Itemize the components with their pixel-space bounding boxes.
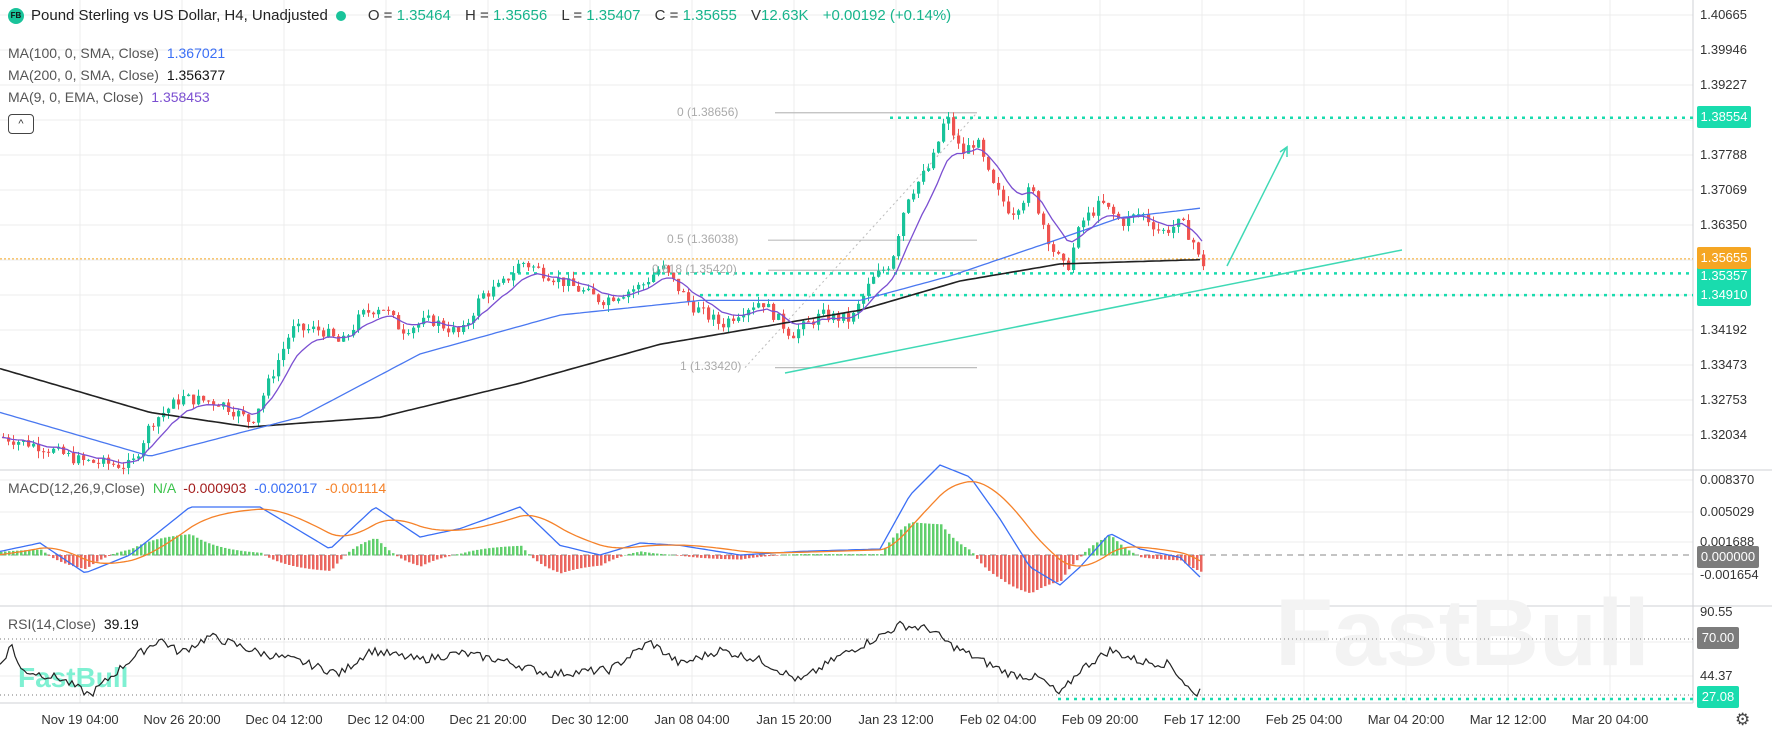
last-price-tag: 1.35655 [1697, 247, 1751, 269]
indicator-ema9[interactable]: MA(9, 0, EMA, Close) 1.358453 [8, 89, 210, 105]
time-tick: Jan 08 04:00 [654, 712, 730, 727]
symbol-header: FB Pound Sterling vs US Dollar, H4, Unad… [8, 7, 951, 24]
time-tick: Feb 09 20:00 [1061, 712, 1139, 727]
fib-label-0-5: 0.5 (1.36038) [667, 232, 739, 246]
price-tick: 1.36350 [1700, 217, 1747, 232]
collapse-legend-button[interactable]: ^ [8, 114, 34, 134]
time-tick: Dec 12 04:00 [347, 712, 425, 727]
rsi-tick: 44.37 [1700, 668, 1733, 683]
price-tick: 1.39946 [1700, 42, 1747, 57]
time-tick: Feb 17 12:00 [1163, 712, 1241, 727]
close-value: 1.35655 [682, 7, 737, 24]
price-tick: 1.34192 [1700, 322, 1747, 337]
open-value: 1.35464 [396, 7, 451, 24]
price-tick: 1.32034 [1700, 427, 1747, 442]
time-tick: Feb 25 04:00 [1265, 712, 1343, 727]
fastbull-logo-icon: FB [8, 7, 24, 24]
low-value: 1.35407 [586, 7, 641, 24]
rsi-legend[interactable]: RSI(14,Close) 39.19 [8, 616, 139, 632]
time-tick: Mar 20 04:00 [1571, 712, 1649, 727]
market-status-dot-icon [335, 10, 346, 21]
macd-tick: -0.001654 [1700, 567, 1759, 582]
macd-tick: 0.005029 [1700, 504, 1755, 519]
indicator-ma100[interactable]: MA(100, 0, SMA, Close) 1.367021 [8, 45, 226, 61]
time-tick: Dec 04 12:00 [245, 712, 323, 727]
change-value: +0.00192 (+0.14%) [822, 7, 952, 24]
price-tick: 1.37788 [1700, 147, 1747, 162]
svg-text:FastBull: FastBull [1275, 580, 1650, 686]
time-tick: Feb 02 04:00 [959, 712, 1037, 727]
time-tick: Jan 15 20:00 [756, 712, 832, 727]
resistance-price-tag: 1.38554 [1697, 106, 1751, 128]
rsi-70-tag: 70.00 [1697, 627, 1739, 649]
ohlc-values: O = 1.35464 H = 1.35656 L = 1.35407 C = … [367, 7, 952, 24]
settings-gear-icon[interactable]: ⚙ [1735, 710, 1751, 729]
macd-tick: 0.001688 [1700, 534, 1755, 549]
fib-label-1: 1 (1.33420) [680, 359, 742, 373]
time-tick: Jan 23 12:00 [858, 712, 934, 727]
time-tick: Mar 04 20:00 [1367, 712, 1445, 727]
fib-label-0-618: 0.618 (1.35420) [652, 262, 737, 276]
support-price-tag-2: 1.34910 [1697, 284, 1751, 306]
support-price-tag: 1.35357 [1697, 265, 1751, 287]
time-tick: Dec 21 20:00 [449, 712, 527, 727]
price-tick: 1.37069 [1700, 182, 1747, 197]
symbol-title[interactable]: Pound Sterling vs US Dollar, H4, Unadjus… [31, 7, 328, 24]
time-tick: Nov 19 04:00 [41, 712, 119, 727]
macd-tick: 0.008370 [1700, 472, 1755, 487]
fib-label-0: 0 (1.38656) [677, 105, 739, 119]
rsi-current-tag: 27.08 [1697, 686, 1739, 708]
macd-legend[interactable]: MACD(12,26,9,Close) N/A -0.000903 -0.002… [8, 480, 387, 496]
high-value: 1.35656 [492, 7, 548, 24]
price-tick: 1.33473 [1700, 357, 1747, 372]
price-tick: 1.40665 [1700, 7, 1747, 22]
macd-zero-tag: 0.000000 [1697, 546, 1759, 568]
volume-value: 12.63K [761, 7, 809, 24]
svg-text:FastBull: FastBull [18, 662, 128, 693]
price-tick: 1.39227 [1700, 77, 1747, 92]
price-tick: 1.32753 [1700, 392, 1747, 407]
indicator-ma200[interactable]: MA(200, 0, SMA, Close) 1.356377 [8, 67, 226, 83]
time-tick: Mar 12 12:00 [1469, 712, 1547, 727]
rsi-tick: 90.55 [1700, 604, 1733, 619]
time-tick: Dec 30 12:00 [551, 712, 629, 727]
time-tick: Nov 26 20:00 [143, 712, 221, 727]
